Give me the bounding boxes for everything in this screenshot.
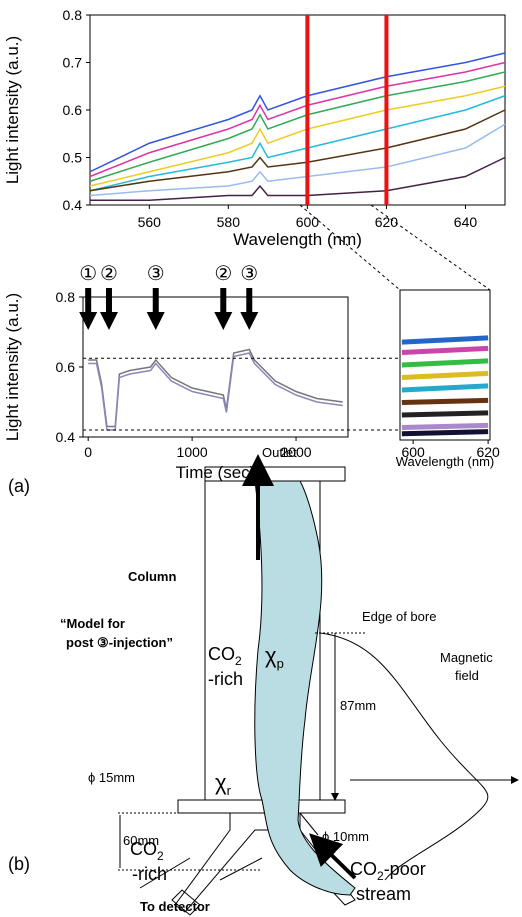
label: post ③-injection” (66, 635, 173, 650)
subscript: 2 (235, 654, 242, 668)
label: ϕ 15mm (88, 770, 135, 785)
panel-label: (a) (8, 476, 30, 496)
label: Column (128, 569, 176, 584)
subscript: 2 (157, 849, 164, 863)
x-tick-label: 600 (401, 444, 425, 460)
label: field (455, 668, 479, 683)
co2-poor-plume (254, 480, 356, 896)
event-arrow (99, 288, 118, 330)
arrow-label: ② (100, 263, 118, 285)
y-tick-label: 0.6 (56, 359, 76, 375)
x-tick-label: 1000 (177, 444, 208, 460)
subscript: p (277, 656, 284, 671)
x-tick-label: 560 (138, 214, 162, 230)
x-tick-label: 600 (296, 214, 320, 230)
series-line (401, 429, 489, 437)
funnel (174, 813, 356, 913)
diagram-labels: Outlet Column “Model for post ③-injectio… (60, 445, 493, 914)
label: Edge of bore (362, 609, 436, 624)
series-line (89, 109, 506, 192)
event-arrow (146, 288, 165, 330)
phi10-leader (299, 812, 319, 836)
series-line (90, 156, 506, 201)
x-tick-label: 0 (84, 444, 92, 460)
y-tick-label: 0.8 (56, 289, 76, 305)
x-tick-label: 580 (217, 214, 241, 230)
series-line (401, 383, 489, 393)
label: Magnetic (440, 650, 493, 665)
series-line (88, 348, 343, 428)
series-line (401, 345, 489, 355)
panel-label: (b) (8, 854, 30, 874)
plot-frame (89, 14, 506, 206)
series-line (89, 61, 506, 178)
series-line (89, 123, 506, 197)
text: CO (350, 859, 377, 879)
label: ϕ 10mm (322, 829, 369, 844)
label: -rich (132, 864, 167, 884)
x-axis-label: Time (sec) (176, 463, 256, 482)
x-tick-label: 2000 (280, 444, 311, 460)
label: χr (215, 770, 232, 798)
text: CO (130, 839, 157, 859)
magnetic-field-curve (319, 632, 489, 881)
leader (139, 857, 263, 889)
series-line (401, 410, 489, 418)
series-line (89, 71, 506, 182)
y-axis-label: Light intensity (a.u.) (3, 36, 22, 184)
arrow-label: ③ (240, 263, 258, 285)
y-tick-label: 0.8 (63, 7, 83, 23)
arrow-label: ③ (147, 263, 165, 285)
series-line (401, 397, 489, 405)
label: Outlet (262, 445, 297, 460)
label: CO2 (130, 839, 164, 863)
label: To detector (140, 899, 210, 914)
bottom-plate (177, 799, 346, 814)
y-tick-label: 0.6 (63, 102, 83, 118)
event-arrow (79, 288, 98, 330)
series-line (401, 335, 489, 345)
y-tick-label: 0.5 (63, 150, 83, 166)
label: 87mm (340, 698, 376, 713)
label: “Model for (60, 616, 125, 631)
y-tick-label: 0.4 (63, 197, 83, 213)
text: CO (208, 644, 235, 664)
event-arrow (240, 288, 259, 330)
subscript: r (227, 783, 232, 798)
y-tick-label: 0.4 (56, 429, 76, 445)
text: -poor (384, 859, 426, 879)
zoom-connector (299, 204, 491, 291)
x-tick-label: 620 (375, 214, 399, 230)
label: 60mm (123, 833, 159, 848)
series-line (89, 52, 506, 173)
diagram (118, 454, 519, 916)
arrow-label: ② (214, 263, 232, 285)
event-arrow (214, 288, 233, 330)
x-axis-label: Wavelength (nm) (396, 454, 495, 469)
label: CO2 (208, 644, 242, 668)
label: CO2-poor (350, 859, 426, 883)
y-axis-label: Light intensity (a.u.) (3, 293, 22, 441)
inflow-arrow (309, 833, 357, 880)
arrow-label: ① (79, 263, 97, 285)
series-line (401, 370, 489, 380)
detector-arrow (171, 889, 201, 916)
label: stream (356, 884, 411, 904)
series-line (401, 358, 489, 368)
text: χ (215, 770, 227, 795)
subscript: 2 (377, 869, 384, 883)
x-tick-label: 620 (476, 444, 500, 460)
label: -rich (208, 669, 243, 689)
y-tick-label: 0.7 (63, 55, 83, 71)
plot-frame (82, 296, 349, 438)
text: χ (265, 643, 277, 668)
series-line (401, 422, 489, 430)
label: χp (265, 643, 284, 671)
x-axis-label: Wavelength (nm) (233, 230, 362, 249)
x-tick-label: 640 (454, 214, 478, 230)
series-line (89, 85, 506, 187)
series-line (89, 95, 506, 192)
